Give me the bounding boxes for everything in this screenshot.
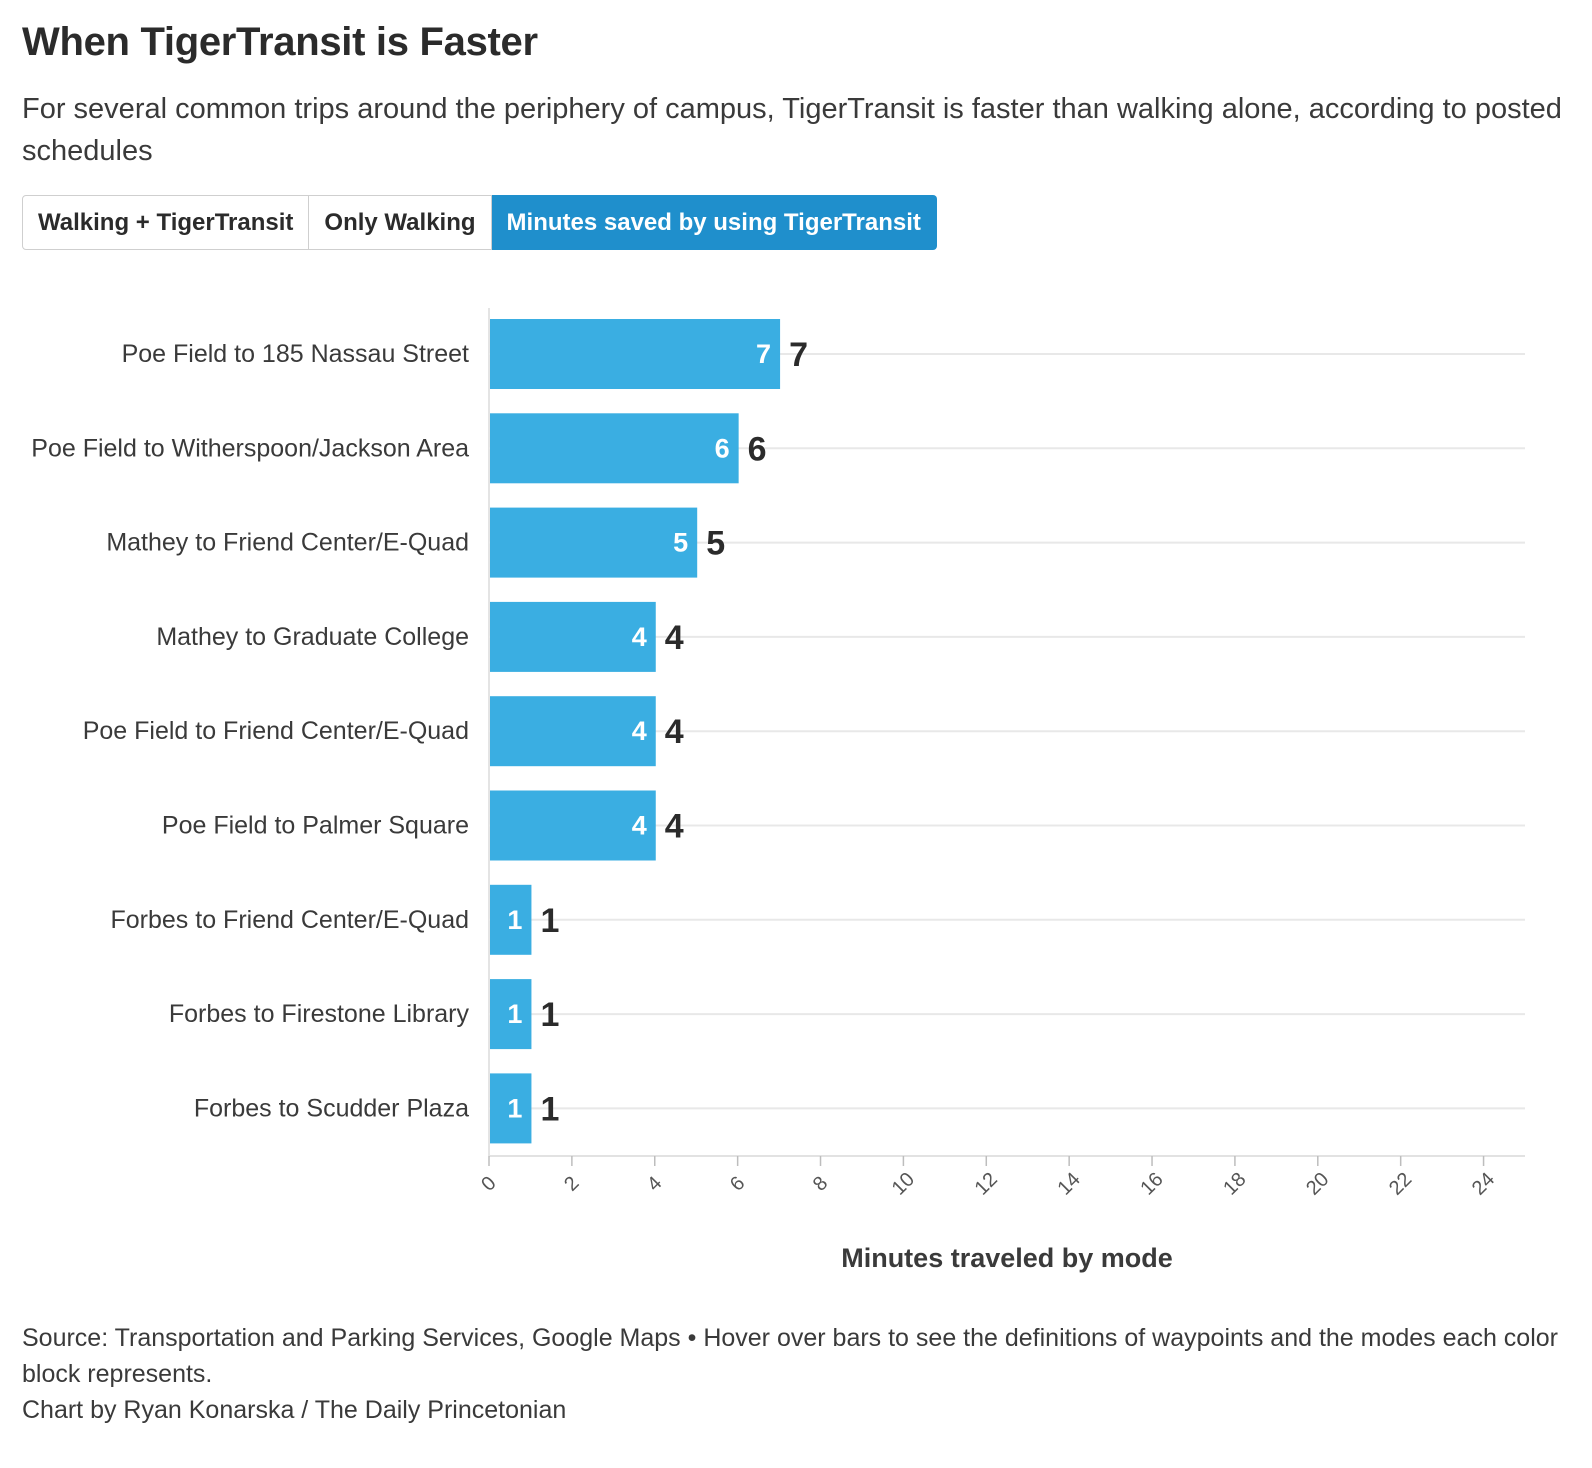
bar-value-label: 1 [540, 996, 559, 1034]
x-tick-label: 24 [1468, 1168, 1499, 1199]
bar[interactable] [490, 790, 656, 861]
bar[interactable] [490, 413, 739, 484]
view-toggle-tabs: Walking + TigerTransit Only Walking Minu… [22, 195, 937, 250]
bar-value-inside-label: 7 [756, 339, 771, 369]
bar-value-inside-label: 4 [632, 716, 647, 746]
bar-value-inside-label: 1 [507, 999, 522, 1029]
bar-value-label: 6 [748, 430, 767, 468]
category-label: Poe Field to Palmer Square [162, 812, 469, 840]
tab-minutes-saved[interactable]: Minutes saved by using TigerTransit [491, 195, 937, 250]
bar[interactable] [490, 507, 698, 578]
bar-value-inside-label: 4 [632, 811, 647, 841]
x-tick-label: 8 [809, 1172, 832, 1195]
x-tick-label: 14 [1054, 1168, 1085, 1199]
bar-value-label: 1 [540, 902, 559, 940]
x-tick-label: 12 [971, 1168, 1002, 1199]
x-tick-label: 2 [560, 1172, 583, 1195]
x-tick-label: 0 [477, 1172, 500, 1195]
chart-footer: Source: Transportation and Parking Servi… [22, 1320, 1567, 1428]
x-tick-label: 16 [1136, 1168, 1167, 1199]
chart-title: When TigerTransit is Faster [22, 20, 538, 64]
category-label: Forbes to Firestone Library [169, 1000, 470, 1028]
bar[interactable] [490, 1073, 532, 1144]
x-tick-label: 10 [888, 1168, 919, 1199]
bar-value-label: 1 [540, 1090, 559, 1128]
bar-value-inside-label: 1 [507, 1093, 522, 1123]
tab-only-walking[interactable]: Only Walking [309, 195, 492, 250]
tab-walking-plus-tigertransit[interactable]: Walking + TigerTransit [22, 195, 310, 250]
bar[interactable] [490, 979, 532, 1050]
x-tick-label: 20 [1302, 1168, 1333, 1199]
category-label: Mathey to Friend Center/E-Quad [106, 529, 469, 557]
category-label: Poe Field to Friend Center/E-Quad [83, 717, 469, 745]
bar-value-label: 4 [665, 619, 684, 657]
x-tick-label: 6 [726, 1172, 749, 1195]
category-label: Mathey to Graduate College [156, 623, 469, 651]
bar[interactable] [490, 696, 656, 767]
bar[interactable] [490, 884, 532, 955]
bar-chart: Poe Field to 185 Nassau Street 7 7 Poe Fiel… [31, 308, 1525, 1273]
bar[interactable] [490, 601, 656, 672]
bar-value-label: 4 [665, 808, 684, 846]
bar-value-inside-label: 5 [673, 528, 688, 558]
bar-value-label: 7 [789, 336, 808, 374]
source-note: Source: Transportation and Parking Servi… [22, 1324, 1558, 1388]
category-label: Poe Field to 185 Nassau Street [122, 340, 469, 368]
bar-value-inside-label: 4 [632, 622, 647, 652]
chart-subtitle: For several common trips around the peri… [22, 93, 1562, 167]
x-tick-label: 22 [1385, 1168, 1416, 1199]
bar-value-label: 4 [665, 713, 684, 751]
bar-value-label: 5 [706, 525, 725, 563]
x-tick-label: 4 [643, 1172, 666, 1195]
x-axis-title: Minutes traveled by mode [841, 1243, 1173, 1273]
chart-credit: Chart by Ryan Konarska / The Daily Princ… [22, 1396, 567, 1424]
category-label: Poe Field to Witherspoon/Jackson Area [31, 434, 469, 462]
bar-value-inside-label: 6 [715, 433, 730, 463]
bar-value-inside-label: 1 [507, 905, 522, 935]
category-label: Forbes to Friend Center/E-Quad [111, 906, 470, 934]
bar[interactable] [490, 319, 781, 389]
x-tick-label: 18 [1219, 1168, 1250, 1199]
category-label: Forbes to Scudder Plaza [194, 1094, 469, 1122]
